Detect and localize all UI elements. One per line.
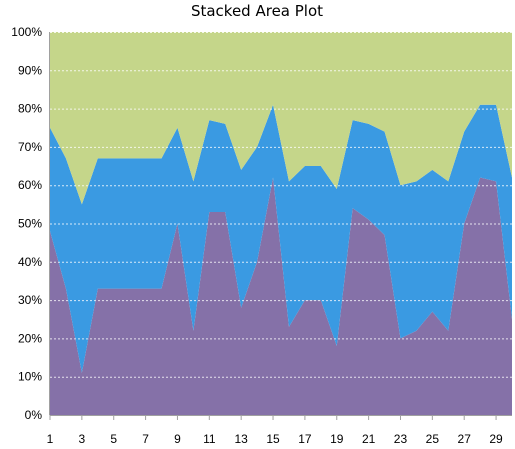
y-tick-label: 0%: [25, 408, 43, 422]
x-tick-label: 27: [458, 432, 472, 446]
grid-layer: [50, 32, 512, 378]
x-tick-label: 19: [330, 432, 344, 446]
x-tick-label: 1: [47, 432, 54, 446]
x-tick-label: 9: [174, 432, 181, 446]
area-series-3: [50, 32, 512, 205]
x-tick-label: 7: [142, 432, 149, 446]
axes-layer: [49, 32, 512, 416]
x-tick-label: 29: [489, 432, 503, 446]
y-tick-label: 20%: [18, 331, 42, 345]
x-tick-label: 21: [362, 432, 376, 446]
y-tick-labels: 0% 10% 20% 30% 40% 50% 60% 70% 80% 90% 100%: [11, 25, 42, 422]
y-tick-label: 50%: [18, 217, 42, 231]
y-tick-label: 60%: [18, 178, 42, 192]
x-tick-label: 11: [203, 432, 216, 446]
x-tick-label: 25: [426, 432, 440, 446]
chart-title: Stacked Area Plot: [191, 2, 323, 20]
y-tick-label: 10%: [18, 370, 42, 384]
y-tick-label: 40%: [18, 255, 42, 269]
x-tick-label: 17: [298, 432, 312, 446]
x-tick-label: 23: [394, 432, 408, 446]
x-tick-label: 13: [234, 432, 248, 446]
area-series-1: [50, 177, 512, 415]
y-tick-label: 30%: [18, 293, 42, 307]
x-tick-label: 3: [79, 432, 86, 446]
areas-layer: [50, 32, 512, 415]
y-tick-label: 70%: [18, 140, 42, 154]
area-series-2: [50, 104, 512, 373]
y-tick-label: 90%: [18, 63, 42, 77]
y-tick-label: 100%: [11, 25, 42, 39]
y-tick-label: 80%: [18, 102, 42, 116]
x-tick-label: 15: [266, 432, 280, 446]
x-tick-labels: 1 3 5 7 9 11 13 15 17 19 21 23 25 27 29: [47, 416, 503, 446]
x-tick-label: 5: [110, 432, 117, 446]
